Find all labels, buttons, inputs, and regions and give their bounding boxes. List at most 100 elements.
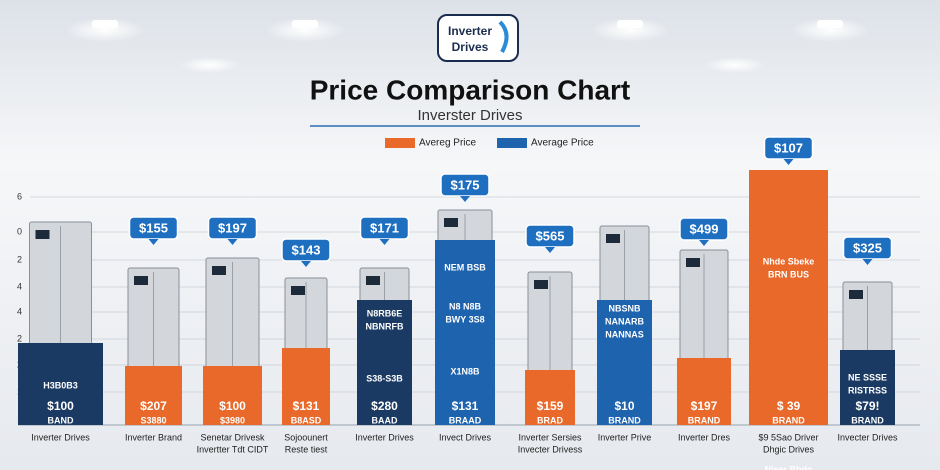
price-column: $207 S3880 $155 Inverter Brand [125, 216, 182, 442]
legend-label: Average Price [531, 138, 594, 149]
badge-pointer [699, 240, 709, 246]
logo: Inverter Drives [437, 14, 519, 62]
bar [597, 300, 652, 425]
bar [840, 350, 895, 425]
device-screen [212, 266, 226, 275]
price-column: NE SSSE RISTRSS $79! BRAND $325 Invecter Driv… [837, 236, 898, 442]
ceiling-lamps [65, 18, 870, 73]
badge-pointer [460, 196, 470, 202]
title: Price Comparison Chart [310, 74, 631, 105]
category-label: Inverter Drives [355, 432, 414, 442]
category-label: Inverter Drives [31, 432, 90, 442]
bar-text: NBNRFB [366, 321, 404, 331]
device-screen [291, 286, 305, 295]
bar-sub: B8ASD [291, 415, 322, 425]
logo-text: Inverter [448, 24, 492, 38]
device-screen [534, 280, 548, 289]
device-screen [849, 290, 863, 299]
bar [18, 343, 103, 425]
bar-text: BWY 3S8 [445, 314, 484, 324]
y-axis-label: 4 [17, 306, 22, 316]
bar-sub: BRAAD [449, 415, 482, 425]
bar [749, 170, 828, 425]
badge-text: $107 [774, 140, 803, 155]
category-label: Senetar Drivesk [200, 432, 265, 442]
bar-price: $159 [537, 399, 564, 413]
price-column: $100 $3980 $197 Senetar Drivesk Invertter Td… [197, 216, 269, 454]
badge-pointer [148, 239, 159, 245]
category-label: Invect Drives [439, 432, 492, 442]
bar-text: NEM BSB [444, 262, 486, 272]
bar-text: NE SSSE [848, 372, 887, 382]
device-screen [134, 276, 148, 285]
bar [357, 300, 412, 425]
category-label: Dhgic Drives [763, 444, 815, 454]
badge-text: $155 [139, 220, 168, 235]
bar-price: $79! [855, 399, 879, 413]
bar-price: $131 [293, 399, 320, 413]
bar-price: $100 [219, 399, 246, 413]
bar-sub: BRAND [851, 415, 884, 425]
bar-sub: $3980 [220, 415, 245, 425]
bar [282, 348, 330, 425]
badge-text: $499 [690, 221, 719, 236]
bar-sub: BRAND [688, 415, 721, 425]
category-label: Reste tiest [285, 444, 328, 454]
device-screen [366, 276, 380, 285]
category-label: Invecter Drivess [518, 444, 583, 454]
badge-pointer [545, 247, 555, 253]
bar-text: X1N8B [450, 366, 480, 376]
bar-text: NBSNB [608, 303, 641, 313]
legend-swatch [497, 138, 527, 148]
bar-text: S38-S3B [366, 373, 403, 383]
logo-text: Drives [452, 40, 489, 54]
bar-text: H3B0B3 [43, 380, 78, 390]
category-label: Inverter Dres [678, 432, 731, 442]
price-column: H3B0B3 $100 BAND Inverter Drives [18, 221, 103, 442]
bar-price: $280 [371, 399, 398, 413]
bar-text: Nieer Bbdo [764, 464, 813, 470]
bar-text: N8RB6E [367, 308, 403, 318]
badge-pointer [783, 159, 794, 165]
y-axis-label: 0 [17, 226, 22, 236]
bar-price: $131 [452, 399, 479, 413]
y-axis-label: 6 [17, 191, 22, 201]
bar-text: BRN BUS [768, 269, 809, 279]
legend-label: Avereg Price [419, 138, 477, 149]
category-label: Inverter Prive [598, 432, 652, 442]
bar [435, 240, 495, 425]
badge-pointer [227, 239, 238, 245]
bar-sub: BRAD [537, 415, 563, 425]
bar-text: NANNAS [605, 329, 644, 339]
category-label: Invecter Drives [837, 432, 898, 442]
bar [125, 366, 182, 425]
bar-sub: BRAND [772, 415, 805, 425]
bar-price: $ 39 [777, 399, 801, 413]
bar-sub: BRAND [608, 415, 641, 425]
badge-text: $171 [370, 220, 399, 235]
bar-price: $10 [614, 399, 634, 413]
category-label: $9 5Sao Driver [758, 432, 818, 442]
category-label: Invertter Tdt CIDT [197, 444, 269, 454]
price-column: NEM BSB N8 N8B BWY 3S8 X1N8B $131 BRAAD $175 In… [435, 173, 495, 442]
device-screen [686, 258, 700, 267]
badge-text: $197 [218, 220, 247, 235]
price-column: $131 B8ASD $143 Sojoounert Reste tiest [281, 238, 331, 454]
category-label: Inverter Brand [125, 432, 182, 442]
badge-pointer [301, 261, 311, 267]
device-screen [606, 234, 620, 243]
price-column: $159 BRAD $565 Inverter Sersies Invecter Dri… [518, 224, 583, 454]
bar-price: $100 [47, 399, 74, 413]
price-column: $197 BRAND $499 Inverter Dres [677, 217, 731, 442]
bar-sub: BAAD [372, 415, 398, 425]
y-axis-label: 2 [17, 254, 22, 264]
price-column: Nhde Sbeke BRN BUS Nieer Bbdo $ 39 BRAND $107… [749, 136, 828, 470]
y-axis-label: 2 [17, 333, 22, 343]
badge-text: $175 [451, 177, 480, 192]
bar-sub: S3880 [140, 415, 166, 425]
bar [677, 358, 731, 425]
price-column: N8RB6E NBNRFB S38-S3B $280 BAAD $171 Inverter … [355, 216, 414, 442]
bar-text: N8 N8B [449, 301, 482, 311]
bar-text: Nhde Sbeke [763, 256, 815, 266]
badge-text: $143 [292, 242, 321, 257]
